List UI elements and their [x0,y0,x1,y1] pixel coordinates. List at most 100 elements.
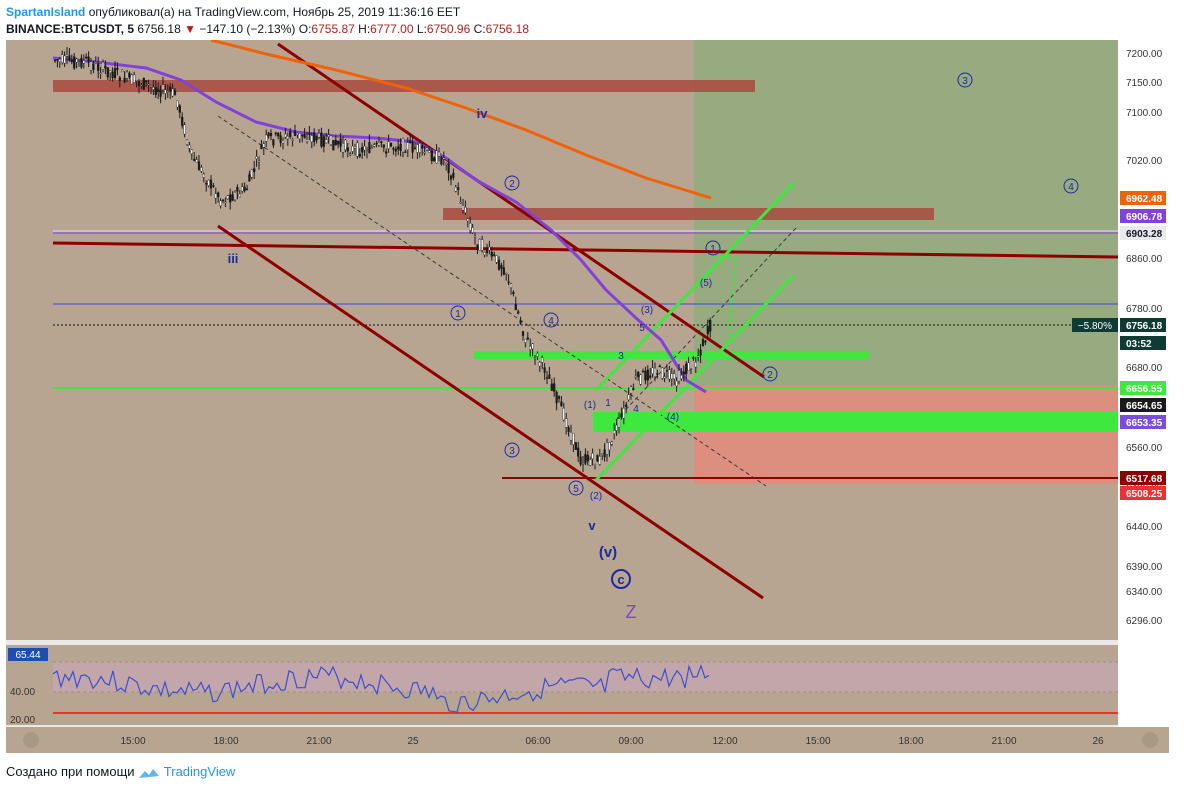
wave-label-roman: iii [228,251,239,266]
candle-body [433,157,436,162]
time-axis-bg [6,727,1169,753]
candle-body [123,77,126,83]
candle-body [685,363,688,375]
candle-body [241,186,244,192]
candle-body [620,413,623,418]
price-tick: 6780.00 [1126,304,1163,315]
candle-body [473,235,477,238]
candle-body [217,192,220,198]
candle-body [128,72,131,78]
candle-body [476,244,479,248]
footer: Создано при помощи TradingView [6,764,235,779]
candle-body [272,139,275,146]
candle-body [461,205,465,211]
candle-body [159,90,162,97]
candle-body [75,58,78,63]
candle-body [298,133,301,140]
candle-body [142,77,145,90]
candle-body [113,68,117,78]
candle-body [536,353,539,357]
candle-body [413,147,417,150]
candle-body [557,396,561,399]
wave-circle-4-left [543,312,559,328]
candle-body [188,144,191,149]
candle-body [279,135,282,143]
candle-body [658,365,661,368]
candle-body [349,153,352,156]
candle-body [118,77,121,81]
candle-body [543,367,546,373]
publish-info: SpartanIsland опубликовал(а) на TradingV… [6,5,460,19]
price-tag: 6906.78 [1126,212,1163,223]
wave-circle-3-right [957,72,973,88]
candle-body [404,151,407,153]
wave-label-small: 4 [633,404,639,415]
candle-body [692,357,695,359]
candle-body [284,133,287,138]
wave-label: 5 [573,484,579,495]
candle-body [553,383,556,392]
candle-body [452,172,455,178]
candle-body [85,56,88,59]
scroll-left-button[interactable] [23,732,39,748]
candle-body [665,370,669,372]
price-tag: 6962.48 [1126,194,1163,205]
candle-body [320,132,323,147]
candle-body [589,459,592,466]
candle-body [308,133,311,135]
candle-body [481,239,484,251]
candle-body [53,59,57,62]
candle-body [493,254,496,256]
candle-body [680,375,683,379]
candle-body [245,188,249,190]
candle-body [181,116,184,126]
candle-body [101,61,105,70]
candle-body [176,100,179,108]
candle-body [289,131,292,138]
scroll-right-button[interactable] [1142,732,1158,748]
candle-body [541,357,544,363]
candle-body [545,377,549,379]
author-name[interactable]: SpartanIsland [6,5,86,19]
wave-label-small: 3 [618,351,624,362]
price-tick: 6860.00 [1126,254,1163,265]
wave-label: 3 [962,76,968,87]
wave-label: 1 [455,309,461,320]
time-tick: 18:00 [898,736,923,747]
candle-body [668,369,671,380]
candle-body [358,154,361,157]
wave-label-paren: (3) [641,305,653,316]
candle-body [152,87,155,90]
candle-body [317,132,321,138]
price-tag: 03:52 [1126,339,1152,350]
candle-body [641,370,645,373]
candle-body [469,222,472,231]
candle-body [137,81,141,86]
time-tick: 09:00 [618,736,643,747]
chart-area[interactable]: 2 1 4 3 5 1 2 3 4 c iii iv v (v) (1) (2)… [6,38,1169,753]
candle-body [394,148,397,152]
candle-body [121,69,124,73]
candle-body [233,192,237,201]
time-tick: 26 [1092,736,1104,747]
rsi-band [53,662,1118,692]
candle-body [293,130,297,136]
candle-body [581,463,585,465]
candle-body [593,464,597,466]
candle-body [111,71,114,79]
candle-body [610,441,613,445]
candle-body [512,291,515,295]
candle-body [409,140,412,143]
chart-svg[interactable]: 2 1 4 3 5 1 2 3 4 c iii iv v (v) (1) (2)… [6,38,1169,753]
footer-brand-link[interactable]: TradingView [163,764,236,779]
candle-body [411,141,414,153]
red-stop-zone [694,386,1118,484]
candle-body [224,201,227,204]
candle-body [89,61,93,71]
candle-body [629,386,633,394]
wave-circle-c [611,569,631,589]
time-tick: 18:00 [213,736,238,747]
candle-body [661,367,664,379]
wave-circle-5-left [568,480,584,496]
candle-body [80,57,83,68]
